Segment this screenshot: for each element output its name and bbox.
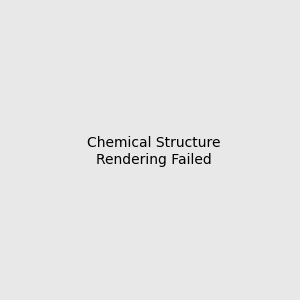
Text: Chemical Structure
Rendering Failed: Chemical Structure Rendering Failed xyxy=(87,136,220,166)
